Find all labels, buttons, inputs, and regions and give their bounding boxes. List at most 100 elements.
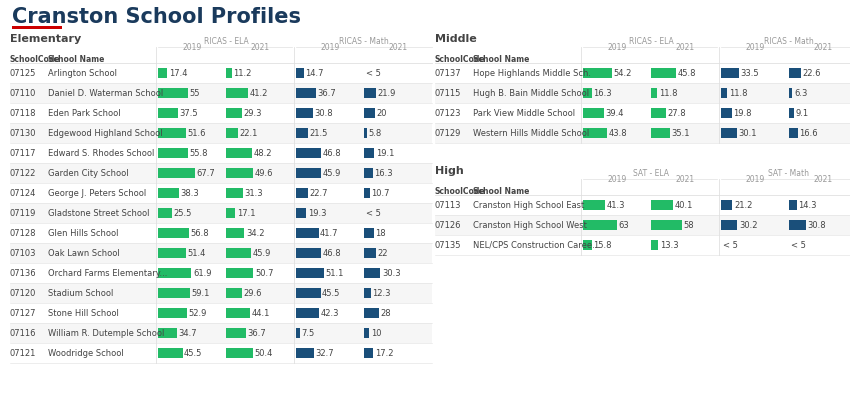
Text: 45.9: 45.9 bbox=[252, 248, 270, 257]
Bar bbox=[296, 148, 321, 158]
Bar bbox=[10, 303, 432, 323]
Text: 42.3: 42.3 bbox=[320, 309, 339, 318]
Text: 30.1: 30.1 bbox=[739, 128, 757, 137]
Bar bbox=[789, 88, 792, 98]
Text: < 5: < 5 bbox=[366, 69, 381, 78]
Text: 17.2: 17.2 bbox=[375, 349, 394, 358]
Text: 2021: 2021 bbox=[388, 43, 407, 52]
Text: Hugh B. Bain Middle School: Hugh B. Bain Middle School bbox=[473, 88, 589, 97]
Text: 14.3: 14.3 bbox=[798, 200, 817, 210]
Text: Western Hills Middle School: Western Hills Middle School bbox=[473, 128, 589, 137]
Text: 22.6: 22.6 bbox=[802, 69, 821, 78]
Text: 63: 63 bbox=[619, 221, 629, 229]
Bar bbox=[296, 168, 320, 178]
Bar bbox=[296, 268, 324, 278]
Bar bbox=[721, 128, 737, 138]
Text: Cranston High School West: Cranston High School West bbox=[473, 221, 586, 229]
Text: 49.6: 49.6 bbox=[254, 168, 273, 177]
Text: 30.3: 30.3 bbox=[382, 269, 400, 278]
Bar bbox=[364, 288, 371, 298]
Text: Middle: Middle bbox=[435, 34, 477, 44]
Bar bbox=[158, 188, 178, 198]
Bar bbox=[158, 308, 186, 318]
Bar bbox=[435, 195, 850, 215]
Text: 45.8: 45.8 bbox=[677, 69, 696, 78]
Bar bbox=[226, 268, 253, 278]
Text: 44.1: 44.1 bbox=[252, 309, 269, 318]
Bar bbox=[364, 88, 376, 98]
Text: 07122: 07122 bbox=[10, 168, 37, 177]
Bar bbox=[158, 228, 189, 238]
Bar bbox=[226, 328, 246, 338]
Text: 5.8: 5.8 bbox=[369, 128, 382, 137]
Bar bbox=[296, 108, 313, 118]
Bar bbox=[435, 103, 850, 123]
Text: 37.5: 37.5 bbox=[179, 109, 198, 118]
Bar bbox=[158, 288, 190, 298]
Text: 07130: 07130 bbox=[10, 128, 37, 137]
Text: High: High bbox=[435, 166, 464, 176]
Bar bbox=[296, 228, 319, 238]
Text: 18: 18 bbox=[375, 229, 386, 238]
Text: School Name: School Name bbox=[473, 187, 530, 196]
Bar bbox=[10, 343, 432, 363]
Text: RICAS - ELA: RICAS - ELA bbox=[204, 37, 248, 46]
Bar bbox=[651, 88, 657, 98]
Text: 07135: 07135 bbox=[435, 240, 462, 250]
Bar bbox=[651, 200, 672, 210]
Text: 55: 55 bbox=[190, 88, 200, 97]
Bar bbox=[583, 108, 604, 118]
Bar bbox=[651, 68, 676, 78]
Text: 27.8: 27.8 bbox=[667, 109, 686, 118]
Text: SchoolCode: SchoolCode bbox=[10, 55, 60, 64]
Bar bbox=[226, 348, 253, 358]
Bar bbox=[789, 128, 798, 138]
Text: 46.8: 46.8 bbox=[323, 248, 342, 257]
Text: 19.3: 19.3 bbox=[308, 208, 326, 217]
Text: 61.9: 61.9 bbox=[193, 269, 212, 278]
Bar bbox=[651, 108, 666, 118]
Text: 41.7: 41.7 bbox=[320, 229, 338, 238]
Text: SAT - ELA: SAT - ELA bbox=[633, 169, 669, 178]
Text: 31.3: 31.3 bbox=[245, 189, 263, 198]
Text: 2021: 2021 bbox=[251, 43, 269, 52]
Bar bbox=[789, 108, 794, 118]
Text: 34.2: 34.2 bbox=[246, 229, 264, 238]
Text: SchoolCode: SchoolCode bbox=[435, 55, 485, 64]
Bar bbox=[158, 68, 167, 78]
Text: Orchard Farms Elementary...: Orchard Farms Elementary... bbox=[48, 269, 167, 278]
Bar bbox=[583, 68, 612, 78]
Text: 35.1: 35.1 bbox=[672, 128, 690, 137]
Text: Cranston School Profiles: Cranston School Profiles bbox=[12, 7, 301, 27]
Text: 15.8: 15.8 bbox=[593, 240, 611, 250]
Text: Edgewood Highland School: Edgewood Highland School bbox=[48, 128, 162, 137]
Text: 07115: 07115 bbox=[435, 88, 462, 97]
Text: 51.1: 51.1 bbox=[325, 269, 343, 278]
Text: 07123: 07123 bbox=[435, 109, 462, 118]
Bar bbox=[583, 200, 605, 210]
Bar bbox=[158, 148, 188, 158]
Bar bbox=[158, 268, 191, 278]
Text: 07128: 07128 bbox=[10, 229, 37, 238]
Bar bbox=[10, 323, 432, 343]
Text: 10: 10 bbox=[371, 328, 382, 337]
Text: 2019: 2019 bbox=[745, 175, 765, 184]
Bar bbox=[364, 188, 370, 198]
Bar bbox=[10, 243, 432, 263]
Bar bbox=[435, 83, 850, 103]
Text: Arlington School: Arlington School bbox=[48, 69, 117, 78]
Text: 19.8: 19.8 bbox=[734, 109, 751, 118]
Text: 21.2: 21.2 bbox=[734, 200, 752, 210]
Text: Eden Park School: Eden Park School bbox=[48, 109, 121, 118]
Bar bbox=[10, 123, 432, 143]
Bar bbox=[10, 223, 432, 243]
Text: 07125: 07125 bbox=[10, 69, 37, 78]
Text: Stadium School: Stadium School bbox=[48, 288, 113, 297]
Text: 30.8: 30.8 bbox=[314, 109, 332, 118]
Bar bbox=[10, 283, 432, 303]
Bar bbox=[435, 63, 850, 83]
Text: 16.3: 16.3 bbox=[593, 88, 612, 97]
Text: 2021: 2021 bbox=[676, 175, 694, 184]
Text: SAT - Math: SAT - Math bbox=[768, 169, 809, 178]
Bar bbox=[364, 108, 375, 118]
